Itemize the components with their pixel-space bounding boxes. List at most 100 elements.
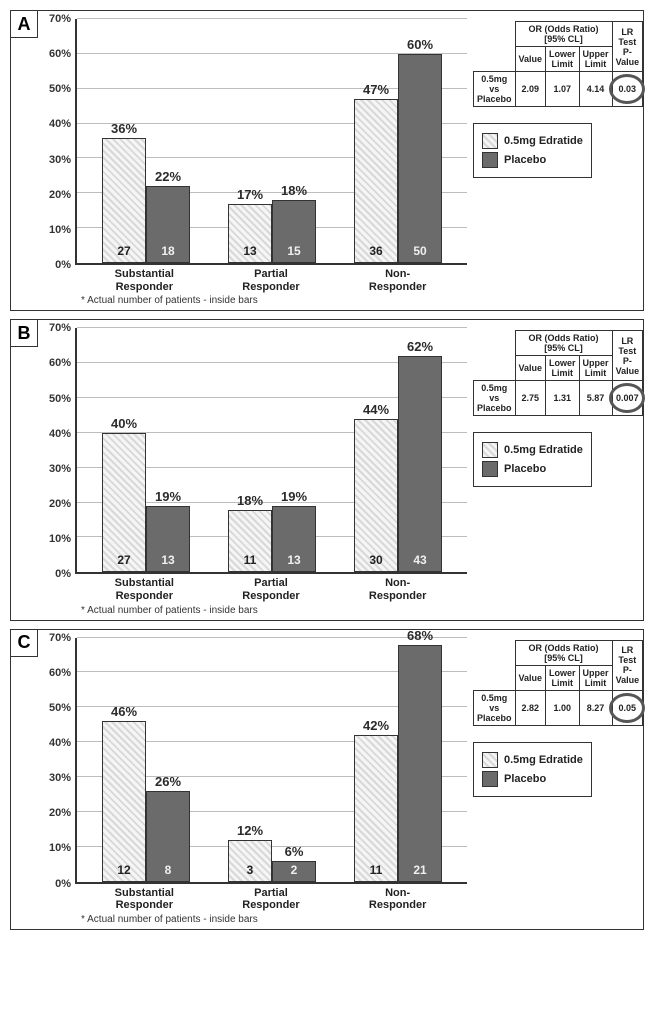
bar-count: 18 [147,244,189,258]
bar-count: 50 [399,244,441,258]
or-lower: 1.07 [546,72,580,107]
x-axis-label: PartialResponder [216,265,326,293]
bar-chart: 0%10%20%30%40%50%60%70%46%1226%812%36%24… [39,638,467,884]
x-axis-label: Non-Responder [343,884,453,912]
bar-placebo: 62%43 [398,356,442,572]
x-axis-label: SubstantialResponder [89,884,199,912]
y-axis: 0%10%20%30%40%50%60%70% [39,638,75,884]
or-row-label: 0.5mgvsPlacebo [474,72,516,107]
pvalue-circle-icon [609,74,645,104]
or-title: OR (Odds Ratio)[95% CL] [515,331,612,356]
bar-placebo: 26%8 [146,791,190,882]
x-axis-label: PartialResponder [216,884,326,912]
bar-count: 13 [229,244,271,258]
bar-edratide: 17%13 [228,204,272,263]
odds-ratio-table: OR (Odds Ratio)[95% CL]LRTestP-ValueValu… [473,640,643,726]
bar-percent: 47% [355,82,397,97]
bar-percent: 42% [355,718,397,733]
legend: 0.5mg EdratidePlacebo [473,742,592,797]
or-header-lower: LowerLimit [546,665,580,690]
or-lower: 1.00 [546,690,580,725]
bar-percent: 68% [399,628,441,643]
or-header-lower: LowerLimit [546,47,580,72]
bar-percent: 22% [147,169,189,184]
bar-count: 13 [273,553,315,567]
bar-group: 18%1119%13 [217,328,327,572]
or-header-value: Value [515,356,546,381]
or-header-value: Value [515,47,546,72]
bar-edratide: 18%11 [228,510,272,573]
bar-edratide: 46%12 [102,721,146,881]
bar-percent: 40% [103,416,145,431]
or-row-label: 0.5mgvsPlacebo [474,690,516,725]
bar-percent: 60% [399,37,441,52]
bar-count: 11 [355,863,397,877]
bar-percent: 17% [229,187,271,202]
or-pvalue: 0.03 [612,72,643,107]
or-upper: 5.87 [579,381,612,416]
bar-percent: 44% [355,402,397,417]
chart-footnote: * Actual number of patients - inside bar… [81,295,467,306]
legend: 0.5mg EdratidePlacebo [473,123,592,178]
legend-swatch-placebo [482,461,498,477]
bar-group: 42% 1168%21 [343,638,453,882]
or-header-upper: UpperLimit [579,356,612,381]
panel-label: C [11,630,38,657]
or-header-pvalue: LRTestP-Value [612,22,643,72]
or-header-value: Value [515,665,546,690]
or-value: 2.09 [515,72,546,107]
legend-swatch-placebo [482,771,498,787]
or-lower: 1.31 [546,381,580,416]
or-row-label: 0.5mgvsPlacebo [474,381,516,416]
bar-group: 36%2722%18 [91,19,201,263]
bar-count: 21 [399,863,441,877]
panel-B: B0%10%20%30%40%50%60%70%40%2719%1318%111… [10,319,644,620]
or-pvalue: 0.007 [612,381,643,416]
x-axis-label: SubstantialResponder [89,265,199,293]
bar-percent: 18% [273,183,315,198]
bar-percent: 19% [147,489,189,504]
bar-count: 36 [355,244,397,258]
plot-area: 36%2722%1817%1318%1547%3660%50 [75,19,467,265]
legend-label-edratide: 0.5mg Edratide [504,135,583,147]
legend-swatch-edratide [482,752,498,768]
or-header-pvalue: LRTestP-Value [612,331,643,381]
legend-label-placebo: Placebo [504,463,546,475]
legend: 0.5mg Edratide Placebo [473,432,592,487]
bar-group: 47%3660%50 [343,19,453,263]
or-header-upper: UpperLimit [579,665,612,690]
bar-count: 27 [103,244,145,258]
or-upper: 8.27 [579,690,612,725]
bar-placebo: 68%21 [398,645,442,882]
plot-area: 46%1226%812%36%242%1168%21 [75,638,467,884]
bar-percent: 6% [273,844,315,859]
bar-placebo: 60%50 [398,54,442,263]
bar-placebo: 19%13 [272,506,316,572]
chart-footnote: * Actual number of patients - inside bar… [81,914,467,925]
or-value: 2.75 [515,381,546,416]
bar-percent: 46% [103,704,145,719]
bar-edratide: 36%27 [102,138,146,263]
x-axis-label: PartialResponder [216,574,326,602]
bar-percent: 12% [229,823,271,838]
legend-label-placebo: Placebo [504,773,546,785]
bar-count: 11 [229,553,271,567]
legend-label-edratide: 0.5mg Edratide [504,444,583,456]
bar-edratide: 40%27 [102,433,146,572]
odds-ratio-table: OR (Odds Ratio)[95% CL]LRTestP-Value Valu… [473,330,643,416]
x-axis: SubstantialResponderPartialResponderNon-… [39,574,467,602]
bar-group: 44%3062%43 [343,328,453,572]
or-title: OR (Odds Ratio)[95% CL] [515,640,612,665]
panel-label: B [11,320,38,347]
legend-swatch-edratide [482,442,498,458]
bar-placebo: 19%13 [146,506,190,572]
bar-percent: 18% [229,493,271,508]
bar-count: 27 [103,553,145,567]
bar-count: 3 [229,863,271,877]
x-axis: SubstantialResponderPartialResponderNon-… [39,265,467,293]
pvalue-circle-icon [609,383,645,413]
bar-percent: 36% [103,121,145,136]
bar-count: 43 [399,553,441,567]
bar-group: 40%2719%13 [91,328,201,572]
or-title: OR (Odds Ratio)[95% CL] [515,22,612,47]
